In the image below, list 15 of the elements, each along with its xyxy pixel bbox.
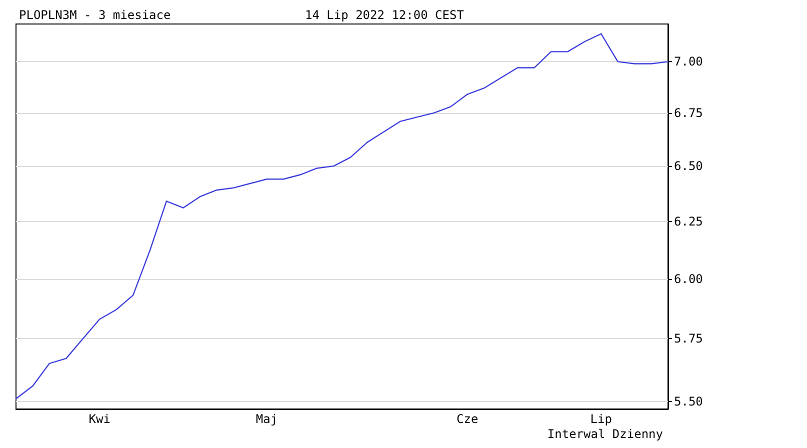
chart-subtitle: 14 Lip 2022 12:00 CEST xyxy=(305,8,464,22)
x-tick-label: Cze xyxy=(456,412,478,426)
x-tick-label: Lip xyxy=(590,412,612,426)
y-tick-label: 5.50 xyxy=(674,394,703,408)
chart-title: PLOPLN3M - 3 miesiace xyxy=(19,8,171,22)
x-tick-label: Maj xyxy=(256,412,278,426)
y-tick-label: 5.75 xyxy=(674,332,703,346)
line-series xyxy=(15,33,669,400)
text: Interwal Dzienny xyxy=(547,427,663,441)
y-tick-label: 6.25 xyxy=(674,214,703,228)
y-tick-label: 7.00 xyxy=(674,54,703,69)
x-tick-label: Kwi xyxy=(88,412,110,426)
y-tick-label: 6.50 xyxy=(674,159,703,174)
y-tick-label: 6.75 xyxy=(674,106,703,120)
y-tick-label: 6.00 xyxy=(674,272,703,286)
